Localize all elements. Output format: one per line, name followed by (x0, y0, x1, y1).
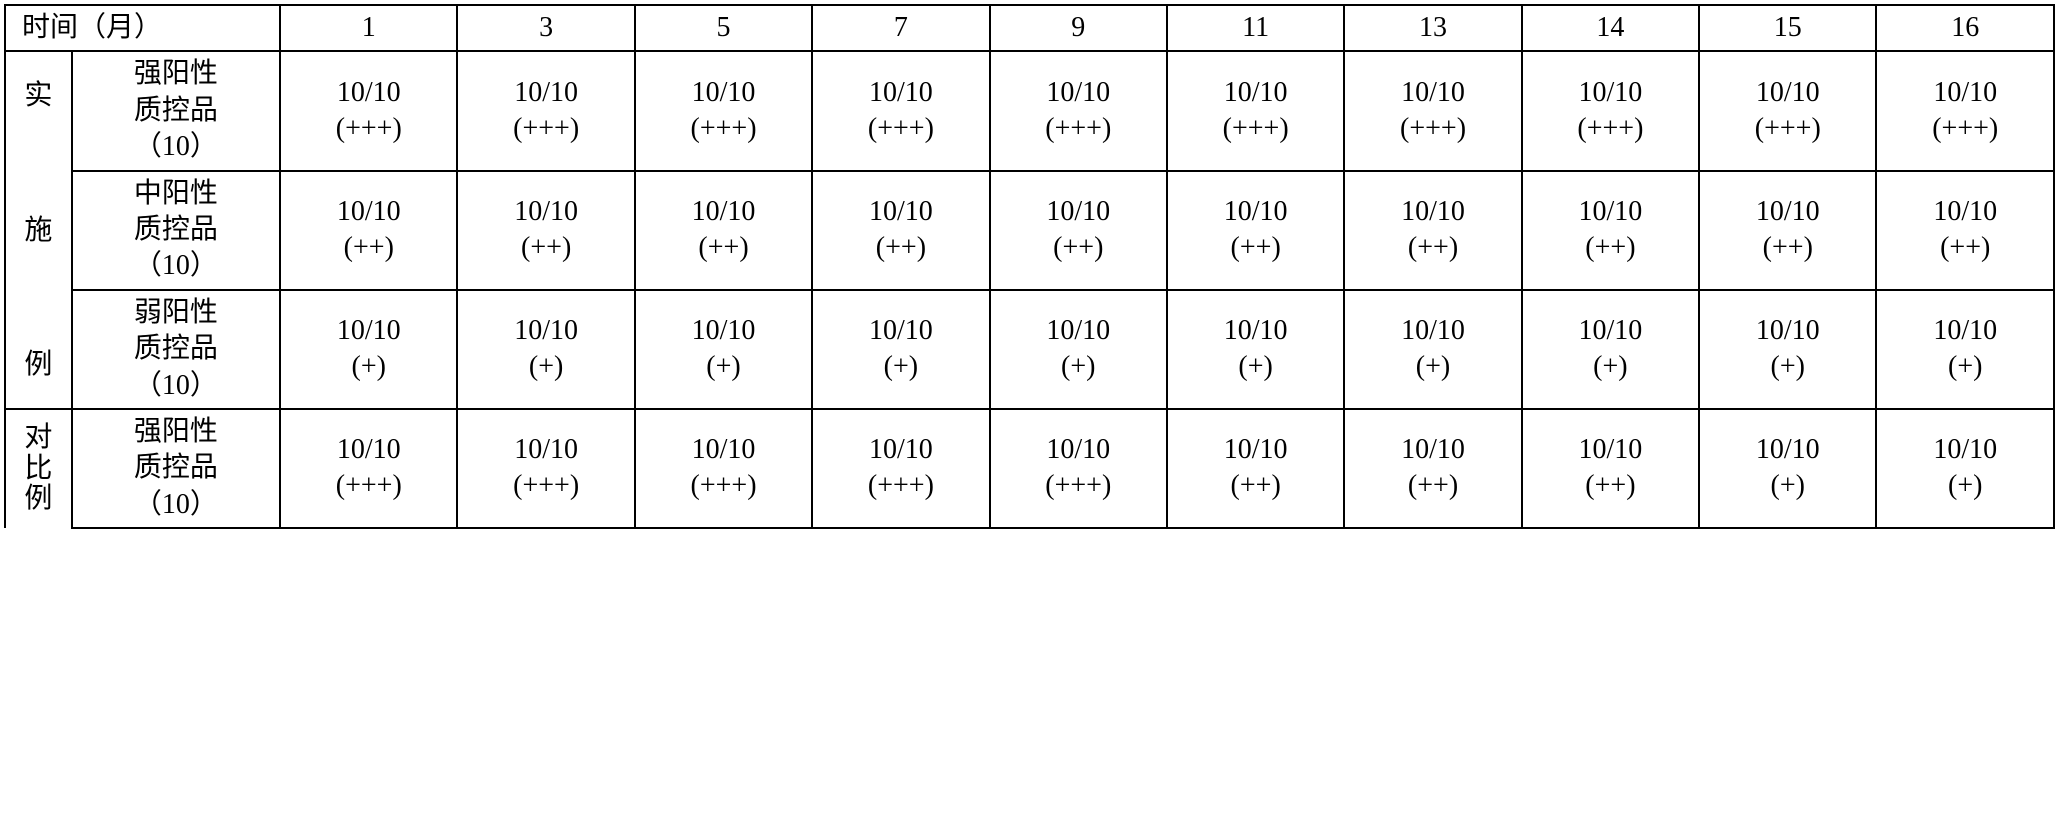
cell: 10/10(+++) (990, 409, 1167, 528)
cell: 10/10(++) (990, 171, 1167, 290)
cell: 10/10(+) (635, 290, 812, 409)
cell: 10/10(+) (1344, 290, 1521, 409)
cell: 10/10(++) (1167, 409, 1344, 528)
group-label: 实施例 (5, 51, 72, 409)
cell: 10/10(+++) (280, 51, 457, 170)
cell: 10/10(+) (457, 290, 634, 409)
table-row: 实施例 强阳性质控品（10） 10/10(+++) 10/10(+++) 10/… (5, 51, 2054, 170)
cell: 10/10(+++) (457, 409, 634, 528)
month-col: 11 (1167, 5, 1344, 51)
table-row: 弱阳性质控品（10） 10/10(+) 10/10(+) 10/10(+) 10… (5, 290, 2054, 409)
cell: 10/10(+) (1522, 290, 1699, 409)
month-col: 15 (1699, 5, 1876, 51)
qc-label: 强阳性质控品（10） (72, 409, 280, 528)
cell: 10/10(++) (457, 171, 634, 290)
cell: 10/10(+++) (812, 409, 989, 528)
cell: 10/10(++) (1344, 409, 1521, 528)
cell: 10/10(+) (1876, 290, 2054, 409)
cell: 10/10(+++) (1167, 51, 1344, 170)
data-table: 时间（月） 1 3 5 7 9 11 13 14 15 16 实施例 强阳性质控… (4, 4, 2055, 529)
cell: 10/10(++) (812, 171, 989, 290)
cell: 10/10(+++) (457, 51, 634, 170)
header-row: 时间（月） 1 3 5 7 9 11 13 14 15 16 (5, 5, 2054, 51)
group-label: 对比例 (5, 409, 72, 528)
cell: 10/10(+++) (1344, 51, 1521, 170)
cell: 10/10(++) (1167, 171, 1344, 290)
month-col: 1 (280, 5, 457, 51)
qc-label: 强阳性质控品（10） (72, 51, 280, 170)
cell: 10/10(+++) (812, 51, 989, 170)
table-row: 中阳性质控品（10） 10/10(++) 10/10(++) 10/10(++)… (5, 171, 2054, 290)
cell: 10/10(+) (1167, 290, 1344, 409)
cell: 10/10(+++) (635, 409, 812, 528)
cell: 10/10(+) (990, 290, 1167, 409)
cell: 10/10(+++) (1876, 51, 2054, 170)
table-row: 对比例 强阳性质控品（10） 10/10(+++) 10/10(+++) 10/… (5, 409, 2054, 528)
month-col: 3 (457, 5, 634, 51)
time-label: 时间（月） (5, 5, 280, 51)
qc-label: 弱阳性质控品（10） (72, 290, 280, 409)
cell: 10/10(+++) (990, 51, 1167, 170)
qc-label: 中阳性质控品（10） (72, 171, 280, 290)
cell: 10/10(++) (635, 171, 812, 290)
cell: 10/10(++) (1699, 171, 1876, 290)
cell: 10/10(+++) (1699, 51, 1876, 170)
month-col: 5 (635, 5, 812, 51)
cell: 10/10(+++) (280, 409, 457, 528)
month-col: 9 (990, 5, 1167, 51)
cell: 10/10(+) (1876, 409, 2054, 528)
month-col: 7 (812, 5, 989, 51)
cell: 10/10(++) (1344, 171, 1521, 290)
cell: 10/10(+++) (1522, 51, 1699, 170)
cell: 10/10(+) (280, 290, 457, 409)
cell: 10/10(+) (1699, 290, 1876, 409)
cell: 10/10(++) (1522, 171, 1699, 290)
cell: 10/10(+++) (635, 51, 812, 170)
cell: 10/10(++) (280, 171, 457, 290)
month-col: 13 (1344, 5, 1521, 51)
cell: 10/10(++) (1876, 171, 2054, 290)
cell: 10/10(++) (1522, 409, 1699, 528)
month-col: 14 (1522, 5, 1699, 51)
month-col: 16 (1876, 5, 2054, 51)
cell: 10/10(+) (812, 290, 989, 409)
cell: 10/10(+) (1699, 409, 1876, 528)
